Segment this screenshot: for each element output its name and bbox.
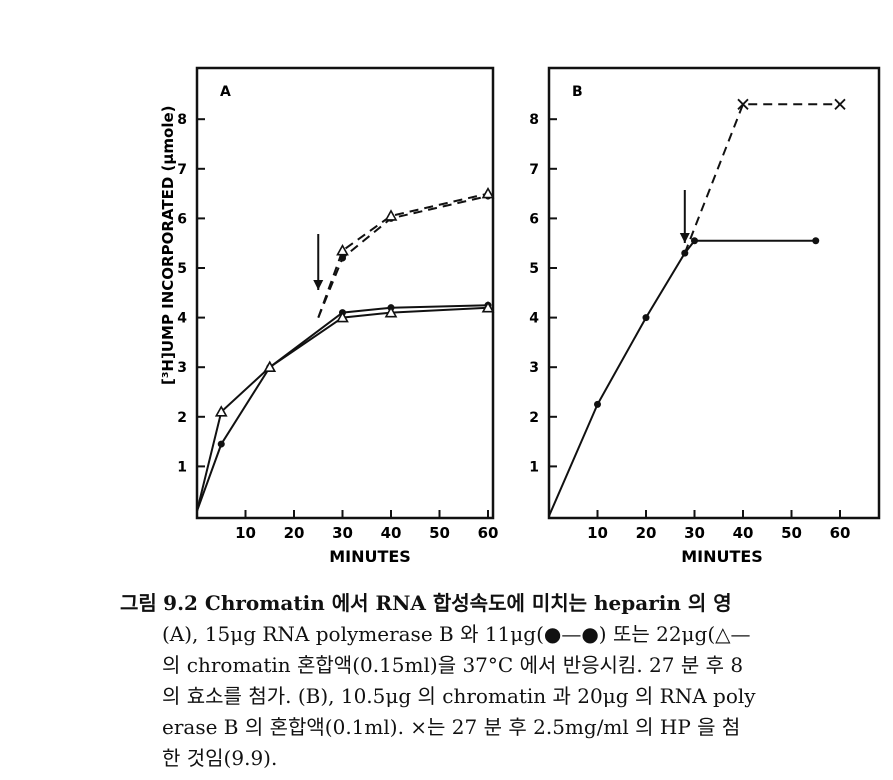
caption-line: 의 효소를 첨가. (B), 10.5μg 의 chromatin 과 20μg…: [162, 684, 756, 708]
y-tick-label: 6: [177, 211, 187, 227]
x-tick-label: 30: [684, 524, 705, 542]
data-point-triangle: [336, 310, 349, 323]
x-tick-label: 10: [235, 524, 256, 542]
y-tick-label: 5: [177, 261, 187, 277]
y-tick-label: 8: [177, 112, 187, 128]
caption-line: erase B 의 혼합액(0.1ml). ×는 27 분 후 2.5mg/ml…: [162, 715, 741, 739]
x-tick-label: 50: [781, 524, 802, 542]
arrow-head: [679, 233, 690, 243]
panel-b-xlabel: MINUTES: [681, 547, 763, 566]
data-point-circle: [812, 237, 820, 245]
cross-stroke: [834, 98, 846, 110]
y-tick-label: 7: [529, 162, 539, 178]
data-point-cross: [737, 98, 749, 110]
x-tick-label: 30: [332, 524, 353, 542]
figure: A B [³H]UMP INCORPORATED (μmole) MINUTES…: [159, 66, 881, 566]
y-tick-label: 6: [529, 211, 539, 227]
panel-a-xlabel: MINUTES: [329, 547, 411, 566]
data-point-triangle: [263, 360, 277, 373]
panel-b-frame: [547, 66, 881, 520]
x-tick-label: 20: [636, 524, 657, 542]
x-tick-label: 60: [830, 524, 851, 542]
y-tick-label: 8: [529, 112, 539, 128]
x-tick-label: 60: [478, 524, 499, 542]
panel-a-ticks: 1 2 3 4 5 6 7 8 10 20 30 40 50 60: [177, 112, 498, 542]
data-point-cross: [834, 98, 846, 110]
series-line: [548, 239, 816, 517]
caption-line: 한 것임(9.9).: [162, 746, 278, 770]
panel-a-label: A: [220, 84, 231, 100]
series-line: [317, 195, 489, 318]
y-axis-label: [³H]UMP INCORPORATED (μmole): [159, 106, 177, 386]
caption-text: 9.2 Chromatin 에서 RNA 합성속도에 미치는 heparin 의…: [163, 591, 732, 615]
caption-line: 의 chromatin 혼합액(0.15ml)을 37°C 에서 반응시킴. 2…: [162, 653, 744, 677]
data-point-circle: [594, 400, 601, 408]
figure-svg: A B [³H]UMP INCORPORATED (μmole) MINUTES…: [159, 66, 881, 566]
data-point-circle: [691, 237, 698, 245]
panel-b-series: [548, 98, 846, 517]
y-tick-label: 3: [177, 360, 187, 376]
caption-line: 그림 9.2 Chromatin 에서 RNA 합성속도에 미치는 hepari…: [120, 588, 890, 619]
data-point-circle: [642, 314, 650, 322]
data-point-triangle: [481, 301, 495, 313]
x-tick-label: 10: [587, 524, 608, 542]
y-tick-label: 7: [177, 162, 187, 178]
arrow-head: [313, 280, 324, 290]
data-point-triangle: [384, 209, 398, 221]
cross-stroke: [737, 98, 749, 110]
y-tick-label: 1: [177, 459, 187, 475]
x-tick-label: 50: [429, 524, 450, 542]
y-tick-label: 4: [177, 311, 187, 327]
data-point-triangle: [336, 243, 349, 256]
figure-caption: 그림 9.2 Chromatin 에서 RNA 합성속도에 미치는 hepari…: [120, 588, 890, 774]
x-tick-label: 20: [284, 524, 305, 542]
series-line: [683, 103, 840, 254]
data-point-triangle: [384, 305, 398, 318]
y-tick-label: 1: [529, 459, 539, 475]
y-tick-label: 2: [529, 410, 539, 426]
panel-b-ticks: 1 2 3 4 5 6 7 8 10 20 30 40 50 60: [529, 112, 850, 542]
y-tick-label: 5: [529, 261, 539, 277]
x-tick-label: 40: [381, 524, 402, 542]
data-point-circle: [217, 440, 225, 448]
caption-prefix: 그림: [120, 591, 157, 615]
panel-a-frame: [195, 66, 495, 520]
series-line: [317, 192, 489, 318]
data-point-triangle: [214, 405, 228, 417]
arrows: [313, 190, 690, 290]
data-point-triangle: [481, 186, 495, 199]
y-tick-label: 3: [529, 360, 539, 376]
caption-line: (A), 15μg RNA polymerase B 와 11μg(●—●) 또…: [162, 622, 751, 646]
panel-b-label: B: [572, 84, 583, 100]
y-tick-label: 2: [177, 410, 187, 426]
panel-a-series: [196, 186, 495, 512]
series-line: [196, 304, 489, 512]
series-line: [196, 306, 489, 512]
y-tick-label: 4: [529, 311, 539, 327]
x-tick-label: 40: [733, 524, 754, 542]
